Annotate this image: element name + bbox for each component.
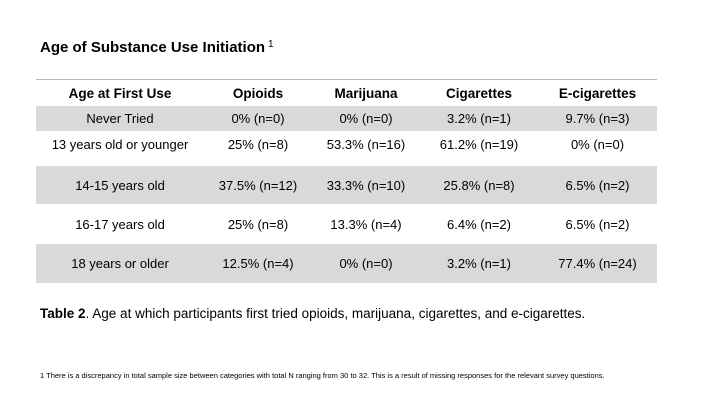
header-marijuana: Marijuana xyxy=(334,85,398,101)
table-cell: 77.4% (n=24) xyxy=(538,244,657,283)
table-cell: 37.5% (n=12) xyxy=(204,166,312,204)
table-row: 13 years old or younger 25% (n=8) 53.3% … xyxy=(36,131,657,166)
caption-text: . Age at which participants first tried … xyxy=(85,306,586,321)
table-row: 18 years or older 12.5% (n=4) 0% (n=0) 3… xyxy=(36,244,657,283)
table-row: Never Tried 0% (n=0) 0% (n=0) 3.2% (n=1)… xyxy=(36,106,657,131)
footnote-text: There is a discrepancy in total sample s… xyxy=(44,371,605,380)
table-cell: 13.3% (n=4) xyxy=(330,216,402,232)
table-cell: 6.4% (n=2) xyxy=(447,216,511,232)
header-cigarettes: Cigarettes xyxy=(445,85,513,101)
table-cell: 3.2% (n=1) xyxy=(420,244,538,283)
table-cell: 53.3% (n=16) xyxy=(326,137,406,152)
table-cell: 0% (n=0) xyxy=(204,106,312,131)
footnote-mark: 1 xyxy=(40,371,45,380)
table-cell: 25.8% (n=8) xyxy=(420,166,538,204)
footnote: 1 There is a discrepancy in total sample… xyxy=(40,371,605,380)
table-cell: Never Tried xyxy=(36,106,204,131)
title-footnote-mark: 1 xyxy=(268,39,274,50)
table-cell: 6.5% (n=2) xyxy=(565,216,630,232)
table-caption: Table 2. Age at which participants first… xyxy=(40,306,585,321)
table-cell: 14-15 years old xyxy=(36,166,204,204)
header-opioids: Opioids xyxy=(232,85,284,101)
table-cell: 61.2% (n=19) xyxy=(439,137,519,152)
table-cell: 0% (n=0) xyxy=(312,244,420,283)
table-cell: 25% (n=8) xyxy=(227,216,289,232)
table-cell: 0% (n=0) xyxy=(570,137,625,152)
table-cell: 9.7% (n=3) xyxy=(538,106,657,131)
table-cell: 16-17 years old xyxy=(75,216,165,232)
table-title-text: Age of Substance Use Initiation xyxy=(40,39,266,56)
table-cell: 33.3% (n=10) xyxy=(312,166,420,204)
substance-use-table: Age at First Use Opioids Marijuana Cigar… xyxy=(36,80,657,283)
table-row: 14-15 years old 37.5% (n=12) 33.3% (n=10… xyxy=(36,166,657,204)
header-age: Age at First Use xyxy=(68,85,172,101)
table-cell: 18 years or older xyxy=(36,244,204,283)
table-header-row: Age at First Use Opioids Marijuana Cigar… xyxy=(36,80,657,106)
caption-label: Table 2 xyxy=(40,306,86,321)
table-cell: 6.5% (n=2) xyxy=(538,166,657,204)
table-top-rule xyxy=(36,79,657,80)
table-row: 16-17 years old 25% (n=8) 13.3% (n=4) 6.… xyxy=(36,204,657,244)
table-cell: 0% (n=0) xyxy=(312,106,420,131)
data-table-container: Age at First Use Opioids Marijuana Cigar… xyxy=(36,79,657,283)
table-cell: 25% (n=8) xyxy=(227,137,289,152)
table-cell: 13 years old or younger xyxy=(51,137,189,152)
table-cell: 3.2% (n=1) xyxy=(420,106,538,131)
table-cell: 12.5% (n=4) xyxy=(204,244,312,283)
table-title: Age of Substance Use Initiation 1 xyxy=(40,39,274,56)
header-ecigarettes: E-cigarettes xyxy=(558,85,637,101)
